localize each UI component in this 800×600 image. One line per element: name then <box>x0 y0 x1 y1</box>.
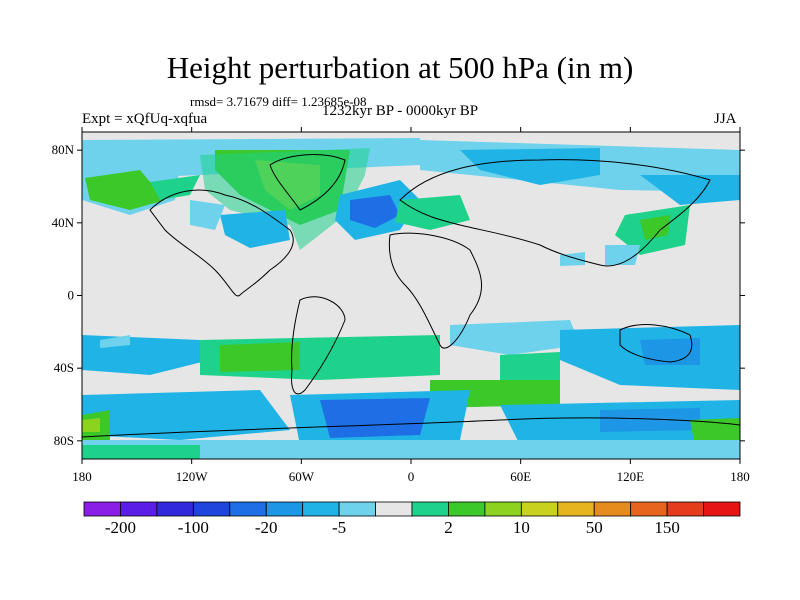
lon-tick-label: 120E <box>617 469 645 484</box>
colorbar-swatch <box>302 501 340 517</box>
coastlines <box>82 154 740 438</box>
lat-tick-label: 80S <box>54 433 74 448</box>
lon-tick-label: 60W <box>289 469 315 484</box>
axis-ticks: 80N 40N 0 40S 80S 180 120W 60W 0 60E 120E 180 <box>52 127 750 484</box>
colorbar-swatch <box>666 501 704 517</box>
colorbar-swatch <box>630 501 668 517</box>
colorbar-label: -20 <box>254 518 278 537</box>
time-period-label: 1232kyr BP - 0000kyr BP <box>322 103 479 119</box>
map-title: Height perturbation at 500 hPa (in m) <box>166 50 634 85</box>
lat-tick-label: 40N <box>52 215 75 230</box>
colorbar-swatch <box>703 501 741 517</box>
colorbar-swatch <box>265 501 304 517</box>
lat-tick-label: 80N <box>52 142 75 157</box>
lon-tick-label: 180 <box>72 469 92 484</box>
colorbar-swatch <box>520 501 559 517</box>
lon-tick-label: 60E <box>510 469 531 484</box>
lon-tick-label: 180 <box>730 469 750 484</box>
colorbar-label: 50 <box>585 518 603 537</box>
colorbar-swatch <box>192 501 231 517</box>
colorbar-swatch <box>83 501 121 517</box>
experiment-label: Expt = xQfUq-xqfua <box>82 111 208 127</box>
colorbar-label: 150 <box>654 518 680 537</box>
field-layer <box>82 132 740 459</box>
colorbar-swatch <box>156 501 194 517</box>
colorbar-label: -5 <box>332 518 347 537</box>
colorbar-swatch <box>557 501 595 517</box>
colorbar-swatch <box>338 501 376 517</box>
lon-tick-label: 120W <box>176 469 209 484</box>
colorbar-label: -100 <box>177 518 209 537</box>
colorbar-label: -200 <box>104 518 137 537</box>
colorbar-label: 10 <box>512 518 530 537</box>
colorbar-label: 2 <box>444 518 453 537</box>
colorbar-swatch <box>593 501 632 517</box>
lat-tick-label: 0 <box>68 288 75 303</box>
colorbar-swatch <box>448 501 486 517</box>
colorbar <box>83 501 741 517</box>
colorbar-swatch <box>229 501 267 517</box>
rmsd-stats: rmsd= 3.71679 diff= 1.23685e-08 <box>190 94 367 109</box>
season-label: JJA <box>714 111 737 127</box>
colorbar-swatch <box>120 501 158 517</box>
colorbar-swatch <box>484 501 522 517</box>
colorbar-swatch <box>375 501 413 517</box>
colorbar-swatch <box>411 501 449 517</box>
lon-tick-label: 0 <box>408 469 415 484</box>
lat-tick-label: 40S <box>54 360 74 375</box>
